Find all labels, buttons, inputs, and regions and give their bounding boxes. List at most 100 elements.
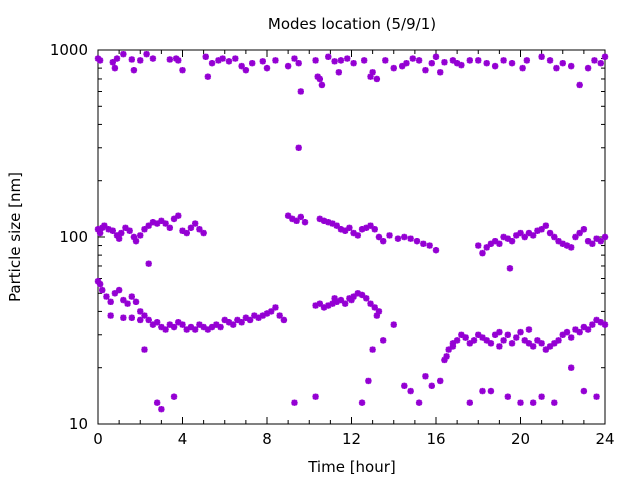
x-tick-label: 8 — [262, 430, 272, 448]
x-tick-label: 0 — [93, 430, 103, 448]
data-point — [553, 64, 560, 72]
data-point — [96, 280, 104, 288]
data-point — [204, 326, 212, 333]
data-point — [500, 337, 507, 344]
data-point — [572, 233, 579, 241]
x-tick-labels: 0 4 8 12 16 20 24 — [93, 430, 614, 448]
data-point — [483, 59, 490, 67]
data-point — [386, 232, 393, 239]
data-point — [225, 319, 233, 326]
data-point — [551, 399, 558, 406]
data-point — [312, 57, 319, 64]
data-point — [268, 308, 275, 315]
data-point — [568, 364, 575, 371]
data-point — [103, 293, 110, 300]
data-point — [534, 337, 541, 344]
data-point — [348, 296, 355, 304]
data-point — [551, 340, 558, 347]
data-point — [399, 62, 406, 70]
data-point — [96, 229, 104, 237]
data-point — [320, 217, 328, 225]
data-point — [217, 323, 224, 331]
data-point — [508, 237, 516, 245]
data-point — [162, 326, 169, 333]
data-point — [580, 323, 588, 331]
data-point — [415, 57, 423, 64]
data-point — [475, 242, 482, 249]
data-point — [263, 64, 271, 72]
data-point — [109, 227, 116, 234]
data-point — [105, 226, 112, 233]
data-point — [249, 59, 256, 67]
data-point — [591, 57, 598, 64]
data-point — [183, 229, 190, 237]
data-point — [333, 222, 340, 229]
data-point — [379, 337, 387, 344]
data-point — [113, 55, 121, 62]
data-point — [373, 75, 381, 83]
data-point — [593, 393, 600, 400]
data-point — [337, 57, 345, 64]
data-point — [576, 81, 583, 89]
data-point — [208, 323, 216, 331]
data-point — [601, 233, 609, 241]
data-point — [401, 382, 408, 390]
data-point — [130, 66, 138, 74]
chart-title: Modes location (5/9/1) — [268, 15, 436, 33]
x-tick-label: 16 — [426, 430, 445, 448]
data-point — [346, 224, 353, 231]
data-point — [259, 58, 266, 65]
data-point — [219, 55, 226, 62]
data-point — [191, 220, 199, 227]
data-point — [137, 316, 144, 324]
data-point — [466, 399, 473, 406]
data-point — [225, 58, 233, 65]
data-point — [449, 57, 457, 64]
data-point — [483, 337, 490, 344]
data-point — [200, 323, 207, 331]
data-point — [329, 300, 336, 307]
data-point — [580, 387, 588, 395]
data-point — [149, 218, 157, 226]
data-point — [196, 226, 203, 233]
data-point — [124, 300, 131, 307]
data-point — [563, 328, 571, 336]
data-point — [170, 215, 178, 223]
data-point — [187, 224, 195, 231]
data-point — [441, 59, 448, 66]
data-point — [120, 296, 127, 304]
data-point — [259, 312, 266, 319]
data-point — [94, 278, 102, 285]
data-point — [572, 326, 579, 333]
data-point — [113, 232, 121, 239]
data-point — [449, 343, 457, 350]
data-point — [297, 213, 304, 221]
x-tick-label: 12 — [342, 430, 361, 448]
data-point — [255, 314, 262, 321]
data-point — [350, 59, 357, 67]
data-point — [373, 312, 381, 319]
data-point — [369, 69, 376, 76]
data-point — [101, 222, 108, 229]
data-point — [337, 226, 345, 233]
data-point — [371, 226, 378, 233]
data-point — [234, 316, 241, 324]
data-point — [422, 373, 429, 380]
data-point — [316, 300, 324, 307]
data-point — [175, 212, 182, 219]
data-point — [413, 237, 421, 245]
data-point — [563, 242, 571, 249]
data-point — [589, 240, 596, 247]
data-point — [525, 326, 533, 333]
y-tick-label: 10 — [69, 415, 88, 433]
data-point — [153, 220, 161, 227]
data-point — [432, 53, 440, 60]
data-point — [149, 321, 157, 328]
data-point — [538, 340, 545, 347]
data-point — [137, 57, 144, 64]
data-point — [320, 304, 328, 311]
data-point — [504, 393, 512, 400]
data-point — [375, 233, 383, 241]
data-point — [443, 353, 450, 360]
data-point — [111, 64, 119, 72]
